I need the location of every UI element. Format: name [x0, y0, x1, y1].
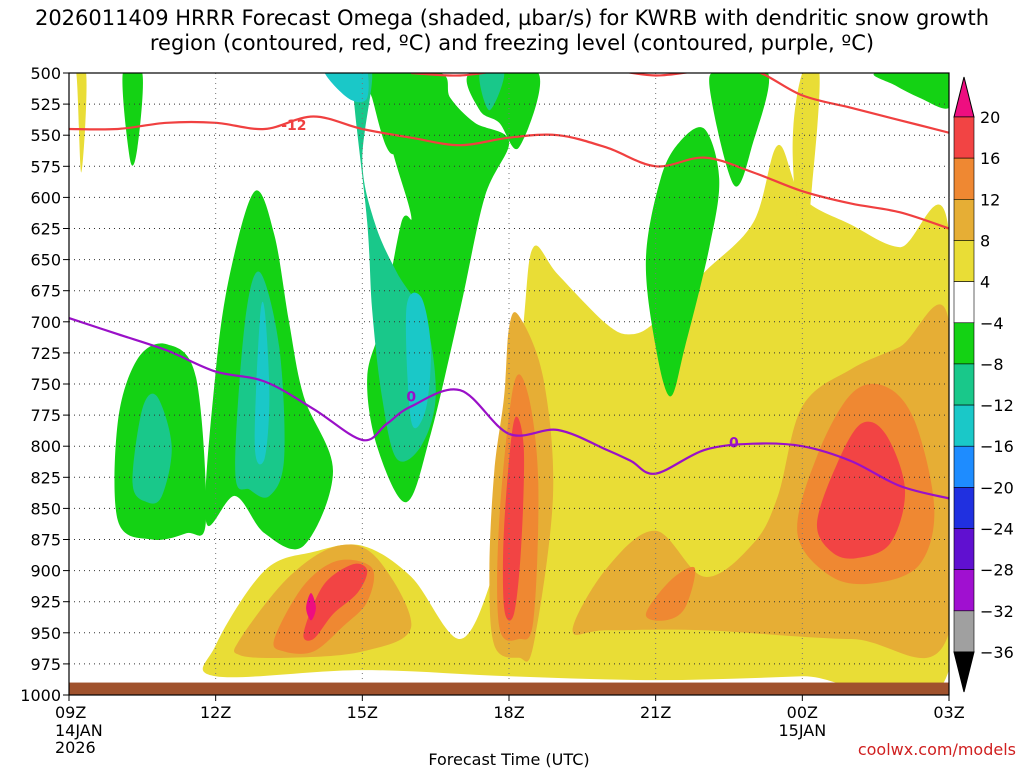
contour-label-0: -12: [281, 118, 306, 134]
colorbar-label--8: −8: [980, 355, 1004, 374]
omega-region-20: [645, 127, 720, 397]
colorbar-top-arrow: [953, 76, 975, 118]
colorbar-bin-1: [953, 116, 975, 159]
contour-line-0: [69, 115, 949, 230]
omega-region-26: [479, 73, 505, 111]
omega-region-21: [709, 73, 770, 187]
omega-region-0: [69, 73, 87, 173]
colorbar-bin-13: [953, 610, 975, 653]
colorbar-bottom-arrow: [953, 651, 975, 693]
colorbar-label--36: −36: [980, 643, 1014, 662]
colorbar-bin-8: [953, 404, 975, 447]
x-tick-label-03Z: 03Z: [933, 703, 964, 722]
colorbar-label--12: −12: [980, 396, 1014, 415]
y-tick-label-750: 750: [30, 375, 61, 394]
omega-shading: [69, 73, 949, 695]
y-tick-label-625: 625: [30, 220, 61, 239]
x-axis-label: Forecast Time (UTC): [428, 750, 589, 768]
colorbar-bin-9: [953, 445, 975, 488]
y-tick-label-575: 575: [30, 157, 61, 176]
y-tick-label-600: 600: [30, 188, 61, 207]
credit-text: coolwx.com/models: [858, 740, 1016, 759]
y-tick-label-975: 975: [30, 655, 61, 674]
y-tick-label-825: 825: [30, 468, 61, 487]
omega-region-27: [254, 301, 270, 465]
x-tick-sublabel: 14JAN: [55, 721, 103, 740]
omega-region-12: [816, 421, 906, 559]
y-axis: 500 525 550 575 600 625 650 675 700 725 750 775 800 8…: [20, 64, 69, 705]
colorbar-bin-5: [953, 281, 975, 324]
contour-label-2: 0: [729, 435, 739, 451]
omega-region-2: [792, 73, 820, 260]
omega-region-14: [122, 73, 143, 166]
colorbar-label-20: 20: [980, 108, 1000, 127]
colorbar-bin-2: [953, 157, 975, 200]
colorbar-label--4: −4: [980, 314, 1004, 333]
grid-lines: [69, 73, 949, 695]
chart-title: 2026011409 HRRR Forecast Omega (shaded, …: [34, 6, 990, 55]
y-tick-label-500: 500: [30, 64, 61, 83]
x-tick-label-21Z: 21Z: [640, 703, 671, 722]
colorbar-bin-10: [953, 487, 975, 529]
omega-region-22: [873, 73, 949, 109]
x-tick-label-09Z: 09Z: [55, 703, 86, 722]
colorbar-bin-7: [953, 363, 975, 406]
x-tick-label-18Z: 18Z: [493, 703, 524, 722]
colorbar-label--24: −24: [980, 520, 1014, 539]
x-tick-sublabel: 2026: [55, 738, 96, 757]
colorbar-bin-12: [953, 569, 975, 612]
y-tick-label-1000: 1000: [20, 686, 61, 705]
omega-region-28: [405, 292, 431, 429]
x-tick-sublabel: 15JAN: [778, 721, 826, 740]
colorbar: 20 16 12 8 4 −4 −8 −12 −16 −20 −24 −28 −32 −36: [953, 76, 1014, 693]
y-tick-label-900: 900: [30, 562, 61, 581]
y-tick-label-700: 700: [30, 313, 61, 332]
y-tick-label-925: 925: [30, 593, 61, 612]
omega-region-11: [502, 416, 525, 621]
colorbar-label-4: 4: [980, 273, 990, 292]
y-tick-label-725: 725: [30, 344, 61, 363]
x-tick-label-15Z: 15Z: [347, 703, 378, 722]
omega-region-13: [306, 593, 316, 621]
y-tick-label-875: 875: [30, 531, 61, 550]
colorbar-label--16: −16: [980, 437, 1014, 456]
colorbar-label--20: −20: [980, 478, 1014, 497]
colorbar-label--28: −28: [980, 561, 1014, 580]
colorbar-bin-4: [953, 240, 975, 282]
colorbar-label--32: −32: [980, 602, 1014, 621]
colorbar-label-12: 12: [980, 190, 1000, 209]
colorbar-bin-6: [953, 322, 975, 365]
contour-label-1: 0: [406, 389, 416, 405]
y-tick-label-525: 525: [30, 95, 61, 114]
colorbar-bin-3: [953, 199, 975, 241]
omega-region-8: [645, 566, 696, 621]
colorbar-label-8: 8: [980, 231, 990, 250]
y-tick-label-675: 675: [30, 282, 61, 301]
omega-region-23: [132, 393, 172, 504]
y-tick-label-800: 800: [30, 437, 61, 456]
x-tick-label-12Z: 12Z: [200, 703, 231, 722]
colorbar-bin-11: [953, 528, 975, 570]
omega-region-10: [303, 563, 368, 641]
y-tick-label-850: 850: [30, 499, 61, 518]
omega-region-29: [324, 73, 369, 103]
y-tick-label-650: 650: [30, 251, 61, 270]
y-tick-label-550: 550: [30, 126, 61, 145]
y-tick-label-950: 950: [30, 624, 61, 643]
colorbar-label-16: 16: [980, 149, 1000, 168]
surface-strip: [69, 682, 949, 695]
y-tick-label-775: 775: [30, 406, 61, 425]
x-tick-label-00Z: 00Z: [787, 703, 818, 722]
